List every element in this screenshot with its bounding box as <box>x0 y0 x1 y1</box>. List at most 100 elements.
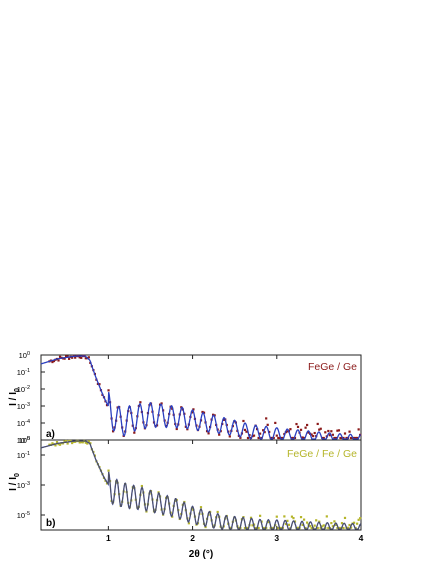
panel-a-measured-point <box>105 404 109 407</box>
x-axis-label: 2θ (°) <box>189 549 213 560</box>
panel-a-measured-point <box>222 418 225 421</box>
panel-a-measured-point <box>322 436 325 440</box>
panel-a-measured-point <box>327 429 330 433</box>
panel-a-measured-point <box>263 431 266 434</box>
panel-a-measured-point <box>71 356 74 359</box>
panel-b-measured-point <box>80 441 83 444</box>
panel-a-y-tick-label: 10-2 <box>17 385 30 394</box>
panel-a-measured-point <box>345 436 348 440</box>
panel-a-measured-point <box>243 428 247 432</box>
panel-a-y-tick-label: 10-5 <box>17 436 30 445</box>
panel-b-y-tick-label: 10-1 <box>17 451 30 460</box>
panel-b-measured-point <box>327 526 330 530</box>
panel-a-measured-point <box>348 430 351 433</box>
panel-a-measured-point <box>218 433 221 436</box>
panel-a-measured-point <box>277 436 280 440</box>
x-tick-label: 4 <box>359 533 364 543</box>
panel-b-measured-point <box>87 440 90 443</box>
panel-a-measured-point <box>313 431 316 435</box>
panel-b-label: b) <box>46 518 55 529</box>
panel-b-measured-point <box>290 515 294 518</box>
panel-a-measured-point <box>87 356 90 359</box>
panel-a-ylabel-sub: 0 <box>14 388 21 392</box>
panel-b-measured-point <box>243 526 247 530</box>
panel-b-measured-point <box>349 526 353 529</box>
panel-a-measured-point <box>334 436 338 440</box>
panel-a-measured-point <box>290 436 294 440</box>
panel-a-measured-point <box>74 356 77 359</box>
panel-a-annotation: FeGe / Ge <box>308 361 357 373</box>
panel-b-measured-point <box>275 515 278 518</box>
panel-a-measured-point <box>337 429 341 432</box>
panel-b-measured-point <box>63 440 66 443</box>
panel-b-measured-point <box>343 516 347 520</box>
panel-b-measured-point <box>66 442 69 445</box>
panel-a-measured-point <box>175 427 178 431</box>
panel-b-measured-point <box>299 516 303 519</box>
panel-a-measured-point <box>301 436 304 439</box>
panel-a-measured-point <box>133 431 136 434</box>
panel-b-measured-point <box>296 526 300 529</box>
panel-a-measured-point <box>262 429 265 432</box>
panel-b-measured-point <box>359 517 362 520</box>
panel-a-measured-point <box>331 433 334 436</box>
panel-a-measured-point <box>64 355 68 358</box>
panel-b-measured-point <box>51 442 54 445</box>
panel-b-measured-point <box>48 443 51 446</box>
panel-b-ylabel: I / I0 <box>8 473 21 491</box>
panel-a-measured-point <box>66 355 69 358</box>
x-axis-ticks: 1 2 3 4 <box>106 355 364 543</box>
panel-a-y-tick-label: 10-1 <box>17 368 30 377</box>
panel-a-measured-point <box>252 434 256 437</box>
panel-a-measured-point <box>289 428 292 431</box>
panel-b-marks <box>40 439 362 530</box>
panel-a-measured-point <box>280 436 283 440</box>
panel-b-y-ticks: 100 10-1 10-3 10-5 <box>17 436 45 520</box>
panel-a-measured-point <box>316 422 319 426</box>
panel-b-measured-point <box>64 439 68 443</box>
panel-a-measured-point <box>307 431 310 434</box>
x-tick-label: 3 <box>274 533 279 543</box>
panel-b-measured-point <box>199 506 203 509</box>
panel-a-measured-point <box>342 436 345 440</box>
panel-b-measured-point <box>316 526 319 530</box>
panel-b-measured-point <box>58 443 62 446</box>
panel-a-y-ticks: 100 10-1 10-2 10-3 10-4 10-5 <box>17 351 45 445</box>
panel-b-measured-point <box>304 526 307 530</box>
panel-b-measured-point <box>280 526 283 530</box>
panel-b-measured-point <box>346 526 350 529</box>
panel-b-ylabel-sub: 0 <box>14 473 21 477</box>
panel-b-measured-point <box>309 525 312 528</box>
panel-a-ylabel-main: I / I <box>8 392 19 406</box>
panel-b-measured-point <box>249 516 253 519</box>
panel-a-label: a) <box>46 429 55 440</box>
panel-b-measured-point <box>325 515 328 518</box>
panel-b-measured-point <box>310 526 313 530</box>
panel-a-measured-point <box>299 428 303 431</box>
panel-a-measured-point <box>328 434 331 437</box>
panel-a-measured-point <box>318 428 321 431</box>
panel-b-measured-point <box>216 510 219 514</box>
panel-a-measured-point <box>68 357 71 360</box>
panel-b-measured-point <box>302 518 306 521</box>
panel-b-measured-point <box>321 525 324 528</box>
panel-a-measured-point <box>302 436 306 440</box>
panel-a-measured-point <box>201 410 204 414</box>
panel-a-measured-point <box>349 436 353 440</box>
panel-b-annotation: FeGe / Fe / Ge <box>287 448 357 460</box>
panel-b-measured-point <box>286 519 289 522</box>
panel-b-y-tick-label: 10-3 <box>17 481 30 490</box>
panel-b-y-tick-label: 100 <box>19 436 30 445</box>
panel-a-measured-point <box>52 359 56 363</box>
panel-b-measured-point <box>257 526 260 530</box>
panel-b-measured-point <box>61 442 65 445</box>
panel-b-measured-point <box>263 526 266 530</box>
panel-a-measured-point <box>98 383 101 386</box>
panel-a-marks <box>40 354 362 440</box>
panel-b-measured-point <box>71 441 74 445</box>
panel-b-measured-point <box>86 442 89 445</box>
panel-a-measured-point <box>295 422 298 426</box>
panel-b-measured-point <box>348 523 351 527</box>
panel-b-measured-point <box>342 526 345 530</box>
panel-b-measured-point <box>301 523 304 527</box>
